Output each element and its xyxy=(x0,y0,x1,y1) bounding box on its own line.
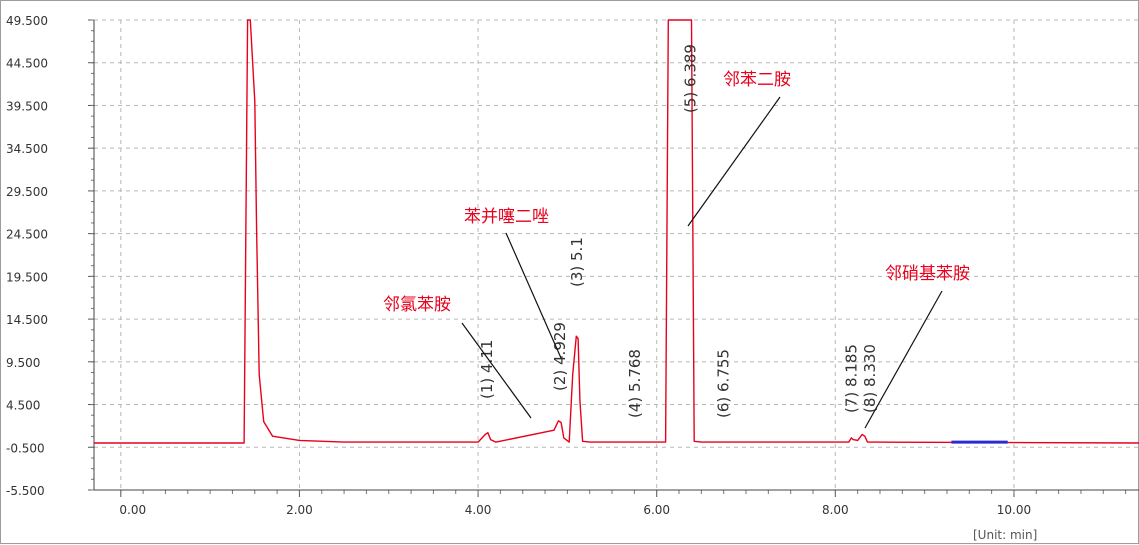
compound-annotation: 邻硝基苯胺 xyxy=(885,264,970,284)
y-tick-label: 29.500 xyxy=(6,185,48,199)
y-tick-label: 14.500 xyxy=(6,313,48,327)
peak-label: (6) 6.755 xyxy=(715,349,733,418)
x-tick-label: 2.00 xyxy=(286,503,313,517)
peak-label: (5) 6.389 xyxy=(682,44,700,113)
compound-annotation: 邻氯苯胺 xyxy=(383,295,451,315)
compound-annotation: 邻苯二胺 xyxy=(723,70,791,90)
grid-layer xyxy=(94,19,1139,491)
peak-label: (4) 5.768 xyxy=(626,349,644,418)
peak-label: (1) 4.11 xyxy=(478,340,496,399)
y-tick-label: 24.500 xyxy=(6,228,48,242)
peak-label: (7) 8.185 xyxy=(842,344,860,413)
x-tick-label: 0.00 xyxy=(119,503,146,517)
peak-label: (8) 8.330 xyxy=(861,344,879,413)
y-tick-label: -5.500 xyxy=(6,484,45,498)
y-tick-label: 19.500 xyxy=(6,270,48,284)
y-tick-label: 4.500 xyxy=(6,399,40,413)
x-tick-label: 4.00 xyxy=(465,503,492,517)
axis-layer: 49.500 44.500 39.500 34.500 29.500 24.500 19.5… xyxy=(6,14,1139,517)
annotation-leader-line xyxy=(505,232,562,359)
compound-annotation: 苯并噻二唑 xyxy=(464,207,549,227)
peak-label-layer: (1) 4.11 (2) 4.929(3) 5.1(4) 5.768(5) 6.3… xyxy=(478,44,879,418)
series-layer xyxy=(94,19,1139,444)
y-tick-label: -0.500 xyxy=(6,441,45,455)
y-tick-label: 44.500 xyxy=(6,57,48,71)
annotation-leader-line xyxy=(461,322,532,419)
peak-label: (3) 5.1 xyxy=(568,237,586,287)
unit-label: [Unit: min] xyxy=(973,528,1037,542)
annotation-leader-line xyxy=(687,96,781,227)
x-tick-label: 10.00 xyxy=(997,503,1031,517)
x-tick-label: 6.00 xyxy=(643,503,670,517)
y-tick-label: 49.500 xyxy=(6,14,48,28)
annotation-leader-line xyxy=(864,290,943,429)
y-tick-label: 39.500 xyxy=(6,99,48,113)
y-tick-label: 9.500 xyxy=(6,356,40,370)
y-tick-label: 34.500 xyxy=(6,142,48,156)
x-tick-label: 8.00 xyxy=(822,503,849,517)
chromatogram-trace xyxy=(94,19,1139,444)
